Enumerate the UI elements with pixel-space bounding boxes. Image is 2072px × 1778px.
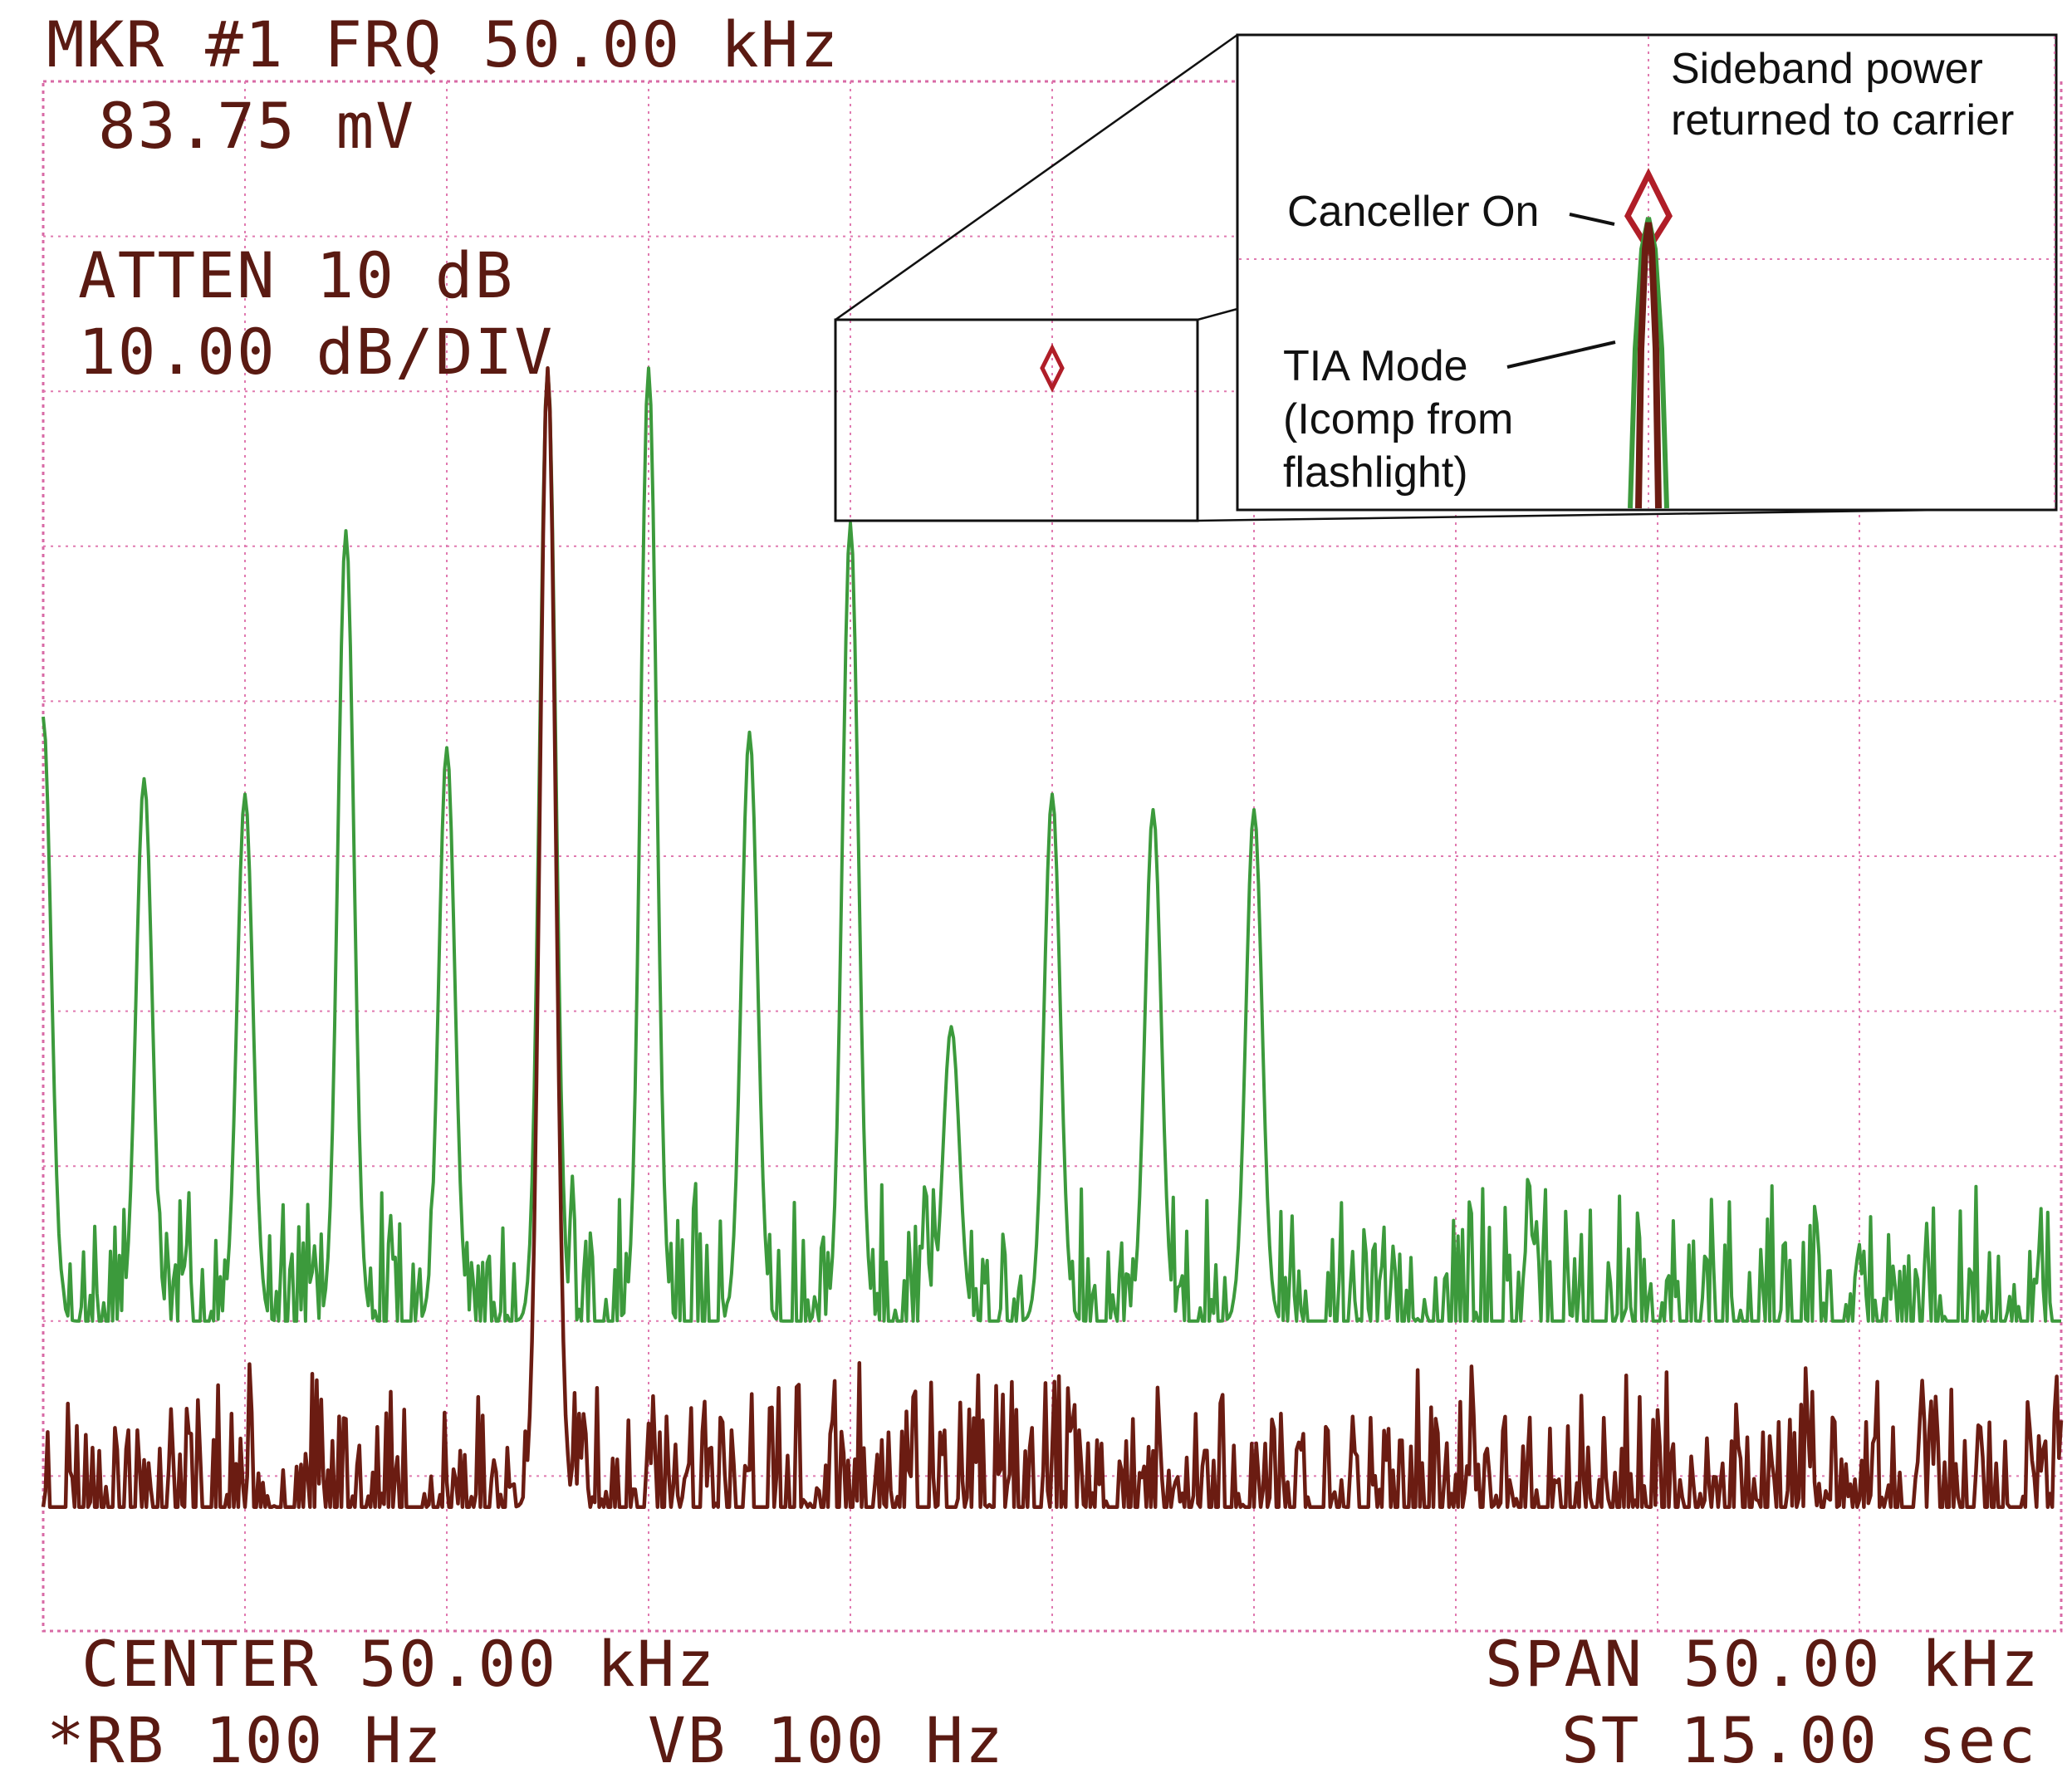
center-frequency-readout: CENTER 50.00 kHz — [81, 1627, 716, 1701]
tia-mode-label-line3: flashlight) — [1283, 448, 1468, 497]
resolution-bandwidth-readout: *RB 100 Hz — [47, 1703, 443, 1777]
tia-mode-label-line1: TIA Mode — [1283, 342, 1468, 390]
span-readout: SPAN 50.00 kHz — [1485, 1627, 2040, 1701]
sideband-annotation-line1: Sideband power — [1671, 45, 1983, 93]
sweep-time-readout: ST 15.00 sec — [1561, 1703, 2037, 1777]
marker-frequency-readout: MKR #1 FRQ 50.00 kHz — [47, 7, 840, 81]
tia-mode-trace — [42, 366, 2061, 1323]
marker-diamond — [1040, 343, 1065, 393]
tia-mode-label-line2: (Icomp from — [1283, 395, 1513, 443]
zoom-source-box — [834, 318, 1199, 522]
inset-tia-peak — [1628, 217, 1669, 509]
traces — [41, 365, 2064, 1509]
zoom-connector-top — [835, 33, 1238, 321]
canceller-on-trace — [41, 365, 2064, 1509]
video-bandwidth-readout: VB 100 Hz — [648, 1703, 1005, 1777]
attenuation-readout: ATTEN 10 dB — [78, 238, 514, 312]
zoom-connector-side — [1197, 307, 1238, 321]
scale-readout: 10.00 dB/DIV — [78, 315, 554, 389]
zoom-inset: Sideband power returned to carrier Cance… — [1236, 33, 2058, 512]
sideband-annotation-line2: returned to carrier — [1671, 96, 2014, 144]
canceller-on-pointer — [1569, 213, 1615, 226]
inset-canceller-peak — [1635, 222, 1662, 509]
canceller-on-label: Canceller On — [1287, 188, 1539, 236]
marker-amplitude-readout: 83.75 mV — [98, 89, 415, 163]
tia-mode-pointer — [1506, 340, 1616, 369]
